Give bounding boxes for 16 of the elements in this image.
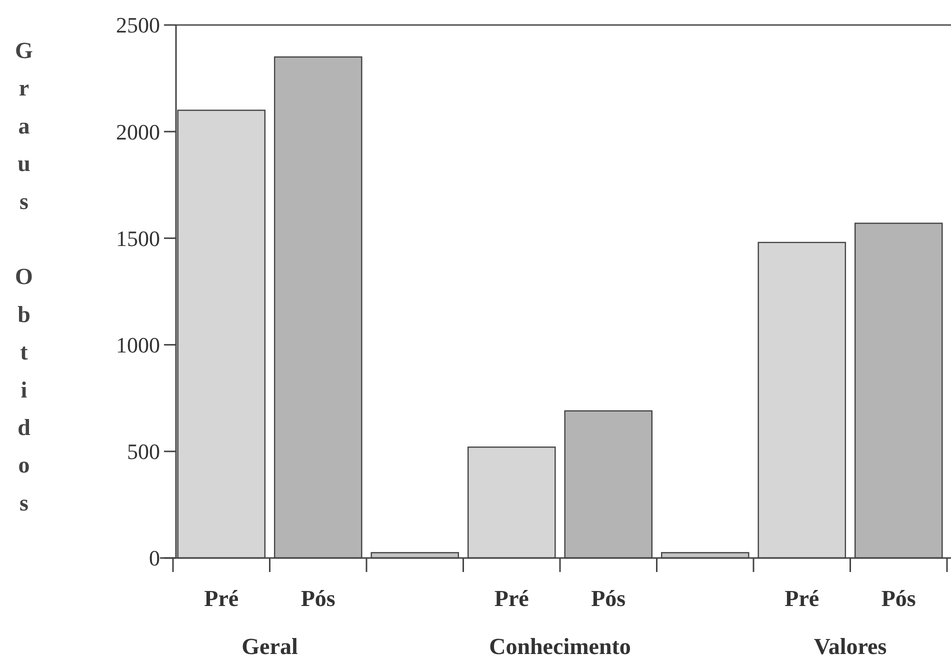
y-tick-label: 1500 [116,226,160,251]
text: Conhecimento [489,634,631,659]
x-tick-label: Pós [300,586,336,611]
y-tick-label: 2500 [116,12,160,38]
text: Geral [242,634,298,659]
x-tick-label: Pré [784,586,820,611]
y-tick-label: 500 [127,439,160,464]
y-tick-label: 2000 [116,119,160,144]
y-tick-label: 1000 [116,332,160,358]
x-tick-label: Pré [204,586,239,611]
x-tick-label: Pós [591,586,626,611]
text: Valores [814,634,887,659]
y-tick-label: 0 [149,546,160,571]
x-tick-label: Pré [494,586,529,611]
text: Graus Obtidos [15,38,33,516]
x-tick-label: Pós [881,586,916,611]
